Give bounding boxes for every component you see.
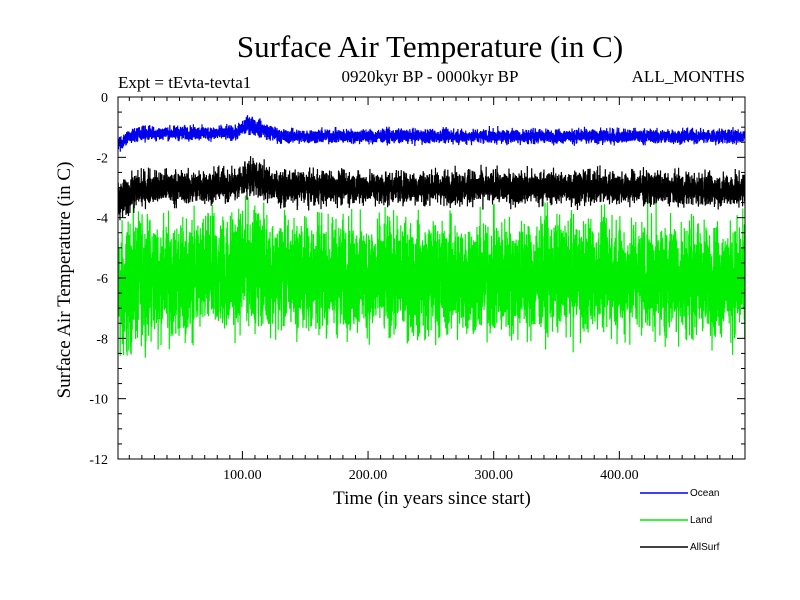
y-tick-label: -8: [96, 332, 108, 347]
x-axis-label: Time (in years since start): [333, 488, 531, 509]
y-tick-label: -10: [89, 393, 108, 408]
plot-area: [118, 115, 745, 358]
series-line-allsurf: [118, 156, 745, 221]
chart-title: Surface Air Temperature (in C): [237, 29, 623, 64]
experiment-label: Expt = tEvta-tevta1: [118, 73, 251, 92]
months-label: ALL_MONTHS: [632, 67, 745, 86]
axis-ticks: 100.00 200.00 300.00 400.00 0 -2 -4 -6 -8 -10 -12: [89, 91, 745, 483]
legend-label-ocean: Ocean: [690, 488, 719, 499]
x-tick-label: 300.00: [474, 468, 513, 483]
y-tick-label: -6: [96, 272, 108, 287]
legend-label-land: Land: [690, 515, 712, 526]
y-tick-label: -2: [96, 151, 108, 166]
y-tick-label: -12: [89, 453, 108, 468]
x-tick-label: 400.00: [600, 468, 639, 483]
y-axis-label: Surface Air Temperature (in C): [54, 162, 75, 399]
x-tick-label: 200.00: [349, 468, 388, 483]
series-line-land: [118, 195, 745, 358]
period-label: 0920kyr BP - 0000kyr BP: [342, 67, 519, 86]
legend: Ocean Land AllSurf: [640, 488, 720, 553]
y-tick-label: -4: [96, 212, 108, 227]
y-tick-label: 0: [101, 91, 108, 106]
legend-label-allsurf: AllSurf: [690, 542, 720, 553]
x-tick-label: 100.00: [223, 468, 262, 483]
series-line-ocean: [118, 115, 745, 152]
series-layer: [118, 115, 745, 358]
